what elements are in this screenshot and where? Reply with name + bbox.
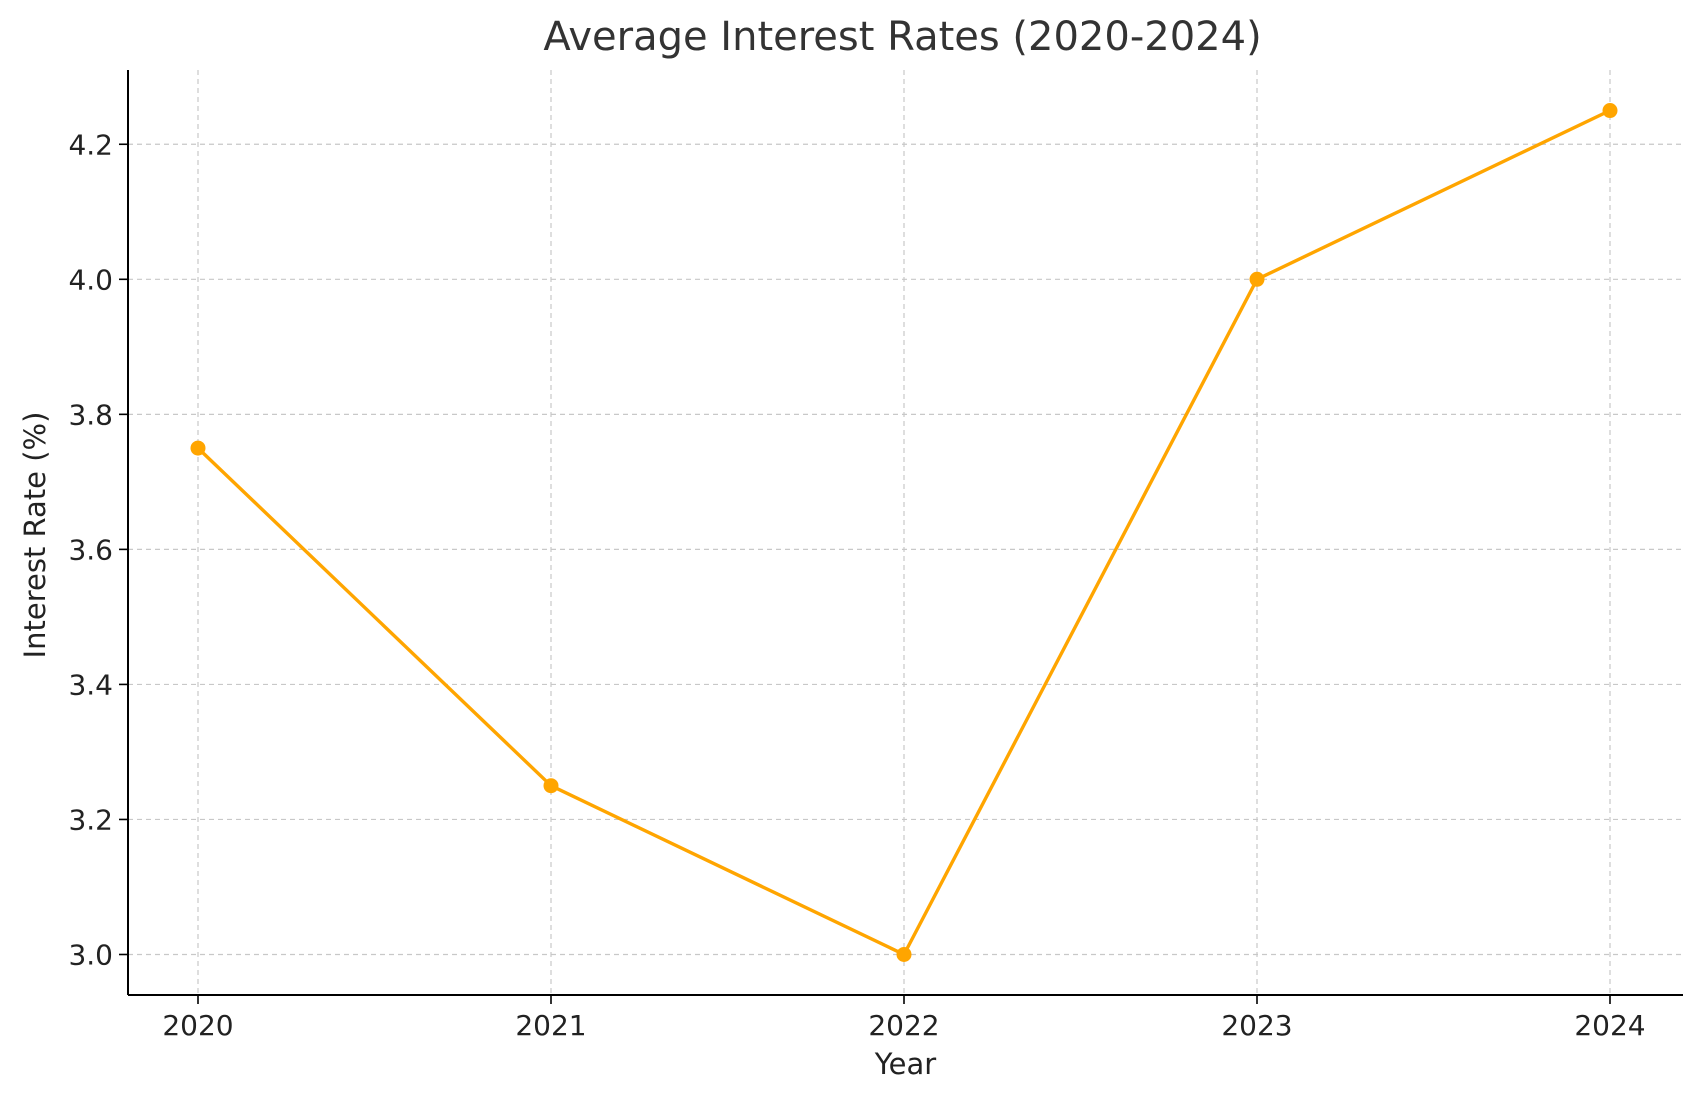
data-point-marker bbox=[543, 778, 559, 794]
data-point-marker bbox=[1249, 271, 1265, 287]
y-tick-label: 3.2 bbox=[68, 803, 113, 836]
y-tick-label: 3.8 bbox=[68, 398, 113, 431]
x-tick-label: 2023 bbox=[1221, 1009, 1292, 1042]
y-tick-label: 4.2 bbox=[68, 128, 113, 161]
y-tick-label: 4.0 bbox=[68, 263, 113, 296]
axes-layer bbox=[127, 70, 1683, 996]
chart-title: Average Interest Rates (2020-2024) bbox=[543, 14, 1261, 60]
x-tick-label: 2022 bbox=[868, 1009, 939, 1042]
y-axis-label: Interest Rate (%) bbox=[18, 412, 52, 659]
x-tick-label: 2021 bbox=[515, 1009, 586, 1042]
data-point-marker bbox=[1602, 103, 1618, 119]
series-layer bbox=[190, 103, 1618, 962]
x-tick-layer: 2020 2021 2022 2023 2024 bbox=[162, 995, 1646, 1042]
y-tick-label: 3.0 bbox=[68, 938, 113, 971]
data-point-marker bbox=[190, 440, 206, 456]
grid-layer bbox=[128, 70, 1683, 995]
x-tick-label: 2020 bbox=[162, 1009, 233, 1042]
y-tick-label: 3.4 bbox=[68, 668, 113, 701]
x-axis-label: Year bbox=[874, 1047, 936, 1081]
y-tick-layer: 3.0 3.2 3.4 3.6 3.8 4.0 4.2 bbox=[68, 128, 128, 971]
x-tick-label: 2024 bbox=[1574, 1009, 1645, 1042]
data-point-marker bbox=[896, 946, 912, 962]
y-tick-label: 3.6 bbox=[68, 533, 113, 566]
